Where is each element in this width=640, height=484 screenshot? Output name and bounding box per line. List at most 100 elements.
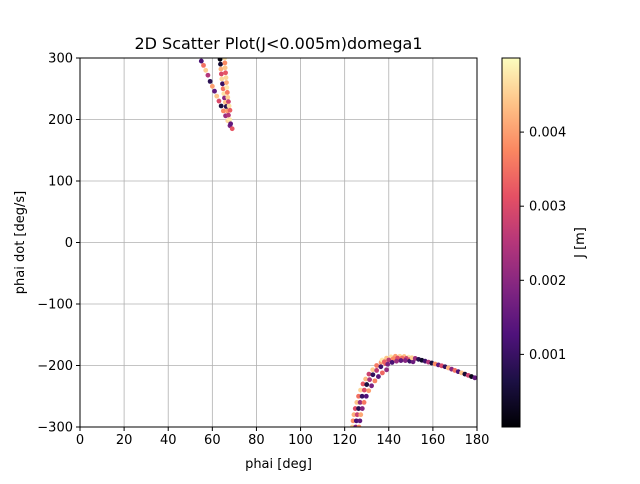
data-point: [226, 103, 232, 109]
chart-title: 2D Scatter Plot(J<0.005m)domega1: [134, 34, 422, 53]
data-point: [359, 406, 365, 411]
x-tick-label: 100: [288, 433, 313, 448]
data-point: [359, 393, 365, 399]
data-point: [367, 377, 372, 383]
data-point: [358, 387, 363, 393]
data-point: [223, 75, 229, 81]
data-point: [351, 412, 357, 418]
data-point: [353, 418, 359, 424]
data-point: [223, 70, 228, 76]
data-point: [222, 65, 228, 71]
data-point: [363, 376, 369, 382]
data-point: [222, 58, 228, 61]
x-tick-label: 80: [248, 433, 265, 448]
data-point: [225, 94, 231, 100]
data-point: [212, 88, 217, 94]
grid-lines: [79, 57, 478, 428]
data-point: [207, 78, 213, 84]
data-point: [363, 393, 369, 399]
y-tick-label: −100: [37, 298, 73, 313]
data-point: [402, 358, 408, 363]
colorbar-label: J [m]: [573, 227, 588, 259]
data-point: [226, 112, 231, 118]
data-point: [226, 99, 231, 105]
data-point: [219, 76, 225, 82]
data-point: [410, 359, 416, 365]
x-tick-label: 180: [465, 433, 490, 448]
data-point: [356, 424, 362, 427]
data-point: [218, 103, 224, 109]
data-point: [472, 375, 477, 381]
data-point: [201, 62, 206, 68]
x-tick-label: 20: [116, 433, 133, 448]
data-point: [360, 381, 366, 387]
data-point: [228, 121, 234, 127]
data-point: [357, 400, 363, 405]
x-tick-label: 40: [160, 433, 177, 448]
data-point: [224, 90, 230, 95]
y-tick-label: 200: [48, 113, 73, 128]
colorbar-tick-label: 0.002: [529, 274, 566, 289]
data-point: [366, 371, 372, 377]
data-point: [220, 108, 226, 114]
data-point: [369, 383, 374, 389]
data-point: [218, 61, 223, 67]
y-tick-label: −300: [37, 421, 73, 436]
data-point: [366, 388, 372, 394]
data-point: [398, 358, 404, 363]
data-point: [384, 367, 389, 373]
data-points: [198, 58, 477, 427]
data-point: [385, 361, 391, 367]
data-point: [350, 418, 356, 424]
data-point: [374, 368, 380, 373]
colorbar: [501, 57, 521, 428]
data-point: [222, 60, 228, 66]
data-point: [372, 378, 378, 384]
y-axis-ticks: 300 200 100 0 −100 −200 −300: [37, 52, 80, 436]
data-point: [390, 356, 396, 362]
data-point: [376, 374, 381, 379]
data-point: [224, 85, 230, 90]
data-point: [370, 372, 376, 378]
colorbar-tick-label: 0.003: [529, 200, 566, 215]
x-tick-label: 60: [204, 433, 221, 448]
data-point: [386, 357, 392, 363]
data-point: [357, 418, 363, 424]
data-point: [209, 83, 215, 89]
data-point: [220, 86, 226, 92]
data-point: [356, 393, 361, 399]
data-point: [379, 370, 385, 376]
data-point: [217, 58, 223, 62]
y-axis-label: phai dot [deg/s]: [13, 191, 28, 294]
colorbar-tick-label: 0.004: [529, 126, 566, 141]
data-point: [218, 71, 224, 77]
x-axis-ticks: 0 20 40 60 80 100 120 140 160 180: [76, 427, 490, 448]
data-point: [214, 93, 220, 99]
data-point: [227, 107, 233, 113]
data-point: [218, 66, 224, 72]
data-point: [198, 58, 204, 64]
x-axis-label: phai [deg]: [245, 457, 312, 472]
data-point: [364, 382, 370, 387]
data-point: [229, 126, 235, 132]
data-point: [394, 358, 399, 364]
data-point: [361, 387, 367, 393]
data-point: [203, 67, 209, 73]
x-tick-label: 160: [420, 433, 445, 448]
x-tick-label: 120: [332, 433, 357, 448]
y-tick-label: −200: [37, 359, 73, 374]
colorbar-ticks: 0.001 0.002 0.003 0.004: [520, 126, 566, 363]
data-point: [370, 367, 376, 373]
data-point: [356, 406, 361, 411]
y-tick-label: 300: [48, 52, 73, 67]
y-tick-label: 0: [65, 236, 73, 251]
data-point: [361, 400, 367, 405]
data-point: [352, 406, 358, 411]
data-point: [354, 412, 360, 418]
data-point: [220, 81, 225, 87]
data-point: [358, 412, 364, 418]
x-tick-label: 140: [376, 433, 401, 448]
y-tick-label: 100: [48, 175, 73, 190]
